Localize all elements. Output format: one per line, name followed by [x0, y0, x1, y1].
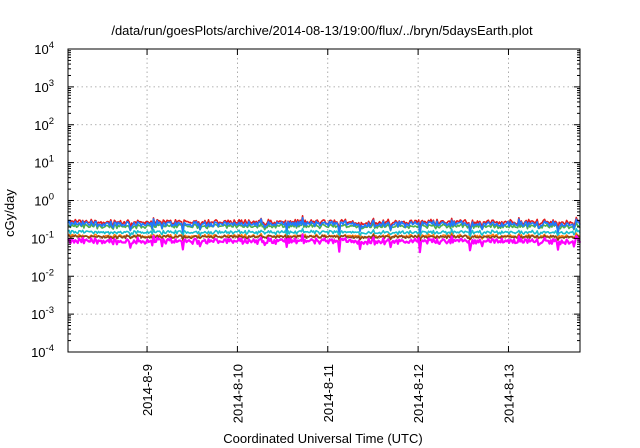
x-axis-label: Coordinated Universal Time (UTC) — [223, 431, 422, 446]
y-tick-label: 102 — [34, 116, 54, 133]
chart-title: /data/run/goesPlots/archive/2014-08-13/1… — [111, 23, 533, 38]
y-tick-label: 10-4 — [31, 343, 54, 360]
series-line — [67, 233, 582, 254]
y-tick-label: 100 — [34, 192, 54, 209]
y-axis: 10-4 10-3 10-2 10-1 100 101 102 103 104 — [31, 40, 580, 360]
grid — [68, 49, 580, 352]
x-axis: 2014-8-9 2014-8-10 2014-8-11 2014-8-12 2014-… — [140, 49, 516, 423]
y-tick-label: 104 — [34, 40, 54, 57]
series-line — [67, 216, 581, 236]
y-axis-label: cGy/day — [2, 189, 17, 237]
x-tick-label: 2014-8-13 — [501, 364, 516, 423]
x-tick-label: 2014-8-9 — [140, 364, 155, 416]
x-tick-label: 2014-8-10 — [230, 364, 245, 423]
y-tick-label: 101 — [34, 154, 54, 171]
y-tick-label: 10-3 — [31, 305, 54, 322]
x-tick-label: 2014-8-11 — [321, 364, 336, 422]
series-line — [67, 227, 581, 238]
series-group — [67, 215, 582, 254]
y-tick-label: 10-2 — [31, 267, 54, 284]
y-tick-label: 103 — [34, 78, 54, 95]
x-tick-label: 2014-8-12 — [411, 364, 426, 423]
y-tick-label: 10-1 — [31, 229, 54, 246]
